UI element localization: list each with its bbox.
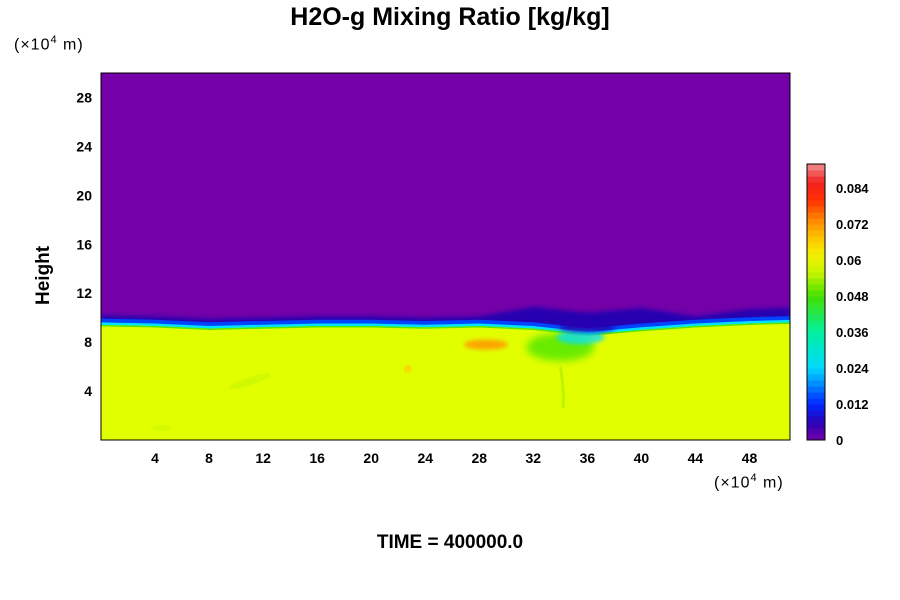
moist-anomaly [464, 339, 509, 350]
x-tick-label: 40 [634, 450, 650, 466]
x-tick-label: 8 [205, 450, 213, 466]
interface-green [101, 322, 790, 337]
plume-stem [558, 366, 565, 409]
colorbar-swatch [807, 194, 825, 201]
x-tick-label: 24 [417, 450, 433, 466]
plume-cyan [556, 330, 605, 345]
colorbar-tick-label: 0.084 [836, 181, 869, 196]
faint-streak [228, 373, 271, 390]
colorbar-swatch [807, 398, 825, 405]
y-tick-label: 8 [84, 334, 92, 350]
colorbar-swatch [807, 236, 825, 243]
colorbar-frame [806, 163, 826, 441]
colorbar-swatch [807, 338, 825, 345]
colorbar-swatch [807, 290, 825, 297]
colorbar-swatch [807, 428, 825, 435]
colorbar-swatch [807, 272, 825, 279]
colorbar-swatch [807, 374, 825, 381]
chart-title: H2O-g Mixing Ratio [kg/kg] [290, 3, 610, 31]
colorbar-swatch [807, 326, 825, 333]
colorbar-swatch [807, 266, 825, 273]
colorbar-swatch [807, 368, 825, 375]
interface-blue [101, 316, 790, 333]
colorbar-tick-label: 0.024 [836, 361, 869, 376]
x-tick-label: 20 [363, 450, 379, 466]
colorbar-swatch [807, 320, 825, 327]
time-label: TIME = 400000.0 [376, 532, 524, 553]
colorbar-swatch [807, 218, 825, 225]
x-tick-label: 4 [151, 450, 159, 466]
x-tick-label: 32 [526, 450, 542, 466]
colorbar-swatch [807, 200, 825, 207]
colorbar-swatch [807, 308, 825, 315]
colorbar-swatch [807, 416, 825, 423]
colorbar-tick-label: 0.036 [836, 325, 869, 340]
colorbar-swatch [807, 344, 825, 351]
x-tick-label: 36 [580, 450, 596, 466]
colorbar-swatch [807, 314, 825, 321]
colorbar-tick-label: 0 [836, 433, 843, 448]
colorbar-swatch [807, 386, 825, 393]
y-tick-label: 12 [76, 285, 92, 301]
colorbar-swatch [807, 380, 825, 387]
colorbar-swatch [807, 260, 825, 267]
colorbar-tick-label: 0.012 [836, 397, 869, 412]
interface-cyan [101, 319, 790, 335]
plume-dark [559, 322, 616, 333]
colorbar-swatch [807, 248, 825, 255]
x-axis-unit: (×104 m) [714, 472, 784, 492]
colorbar-swatch [807, 404, 825, 411]
colorbar-swatch [807, 230, 825, 237]
y-tick-label: 24 [76, 138, 92, 154]
colorbar-swatch [807, 350, 825, 357]
colorbar-swatch [807, 176, 825, 183]
colorbar-swatch [807, 212, 825, 219]
faint-spot-2 [151, 424, 172, 431]
colorbar-swatch [807, 206, 825, 213]
y-tick-label: 16 [76, 236, 92, 252]
colorbar-swatch [807, 278, 825, 285]
x-tick-label: 28 [471, 450, 487, 466]
x-tick-label: 48 [742, 450, 758, 466]
faint-spot [403, 365, 412, 374]
y-axis-unit: (×104 m) [14, 34, 84, 54]
colorbar-swatch [807, 242, 825, 249]
colorbar-swatch [807, 284, 825, 291]
x-tick-label: 16 [309, 450, 325, 466]
y-tick-label: 20 [76, 187, 92, 203]
colorbar-swatch [807, 224, 825, 231]
colorbar-tick-label: 0.06 [836, 253, 861, 268]
colorbar-swatch [807, 362, 825, 369]
colorbar-tick-label: 0.048 [836, 289, 869, 304]
y-tick-label: 4 [84, 383, 92, 399]
x-tick-label: 12 [255, 450, 271, 466]
colorbar-swatch [807, 356, 825, 363]
colorbar-swatch [807, 302, 825, 309]
colorbar-swatch [807, 296, 825, 303]
colorbar-tick-label: 0.072 [836, 217, 869, 232]
plot-frame [100, 72, 791, 441]
x-tick-label: 44 [688, 450, 704, 466]
colorbar-swatch [807, 164, 825, 171]
colorbar-swatch [807, 392, 825, 399]
colorbar-swatch [807, 170, 825, 177]
heatmap-field [101, 73, 790, 440]
colorbar-swatch [807, 182, 825, 189]
colorbar-swatch [807, 410, 825, 417]
moist-layer [101, 320, 790, 440]
colorbar-swatch [807, 188, 825, 195]
y-tick-label: 28 [76, 89, 92, 105]
colorbar-swatch [807, 332, 825, 339]
colorbar-swatch [807, 254, 825, 261]
colorbar-swatch [807, 434, 825, 441]
colorbar-swatch [807, 422, 825, 429]
